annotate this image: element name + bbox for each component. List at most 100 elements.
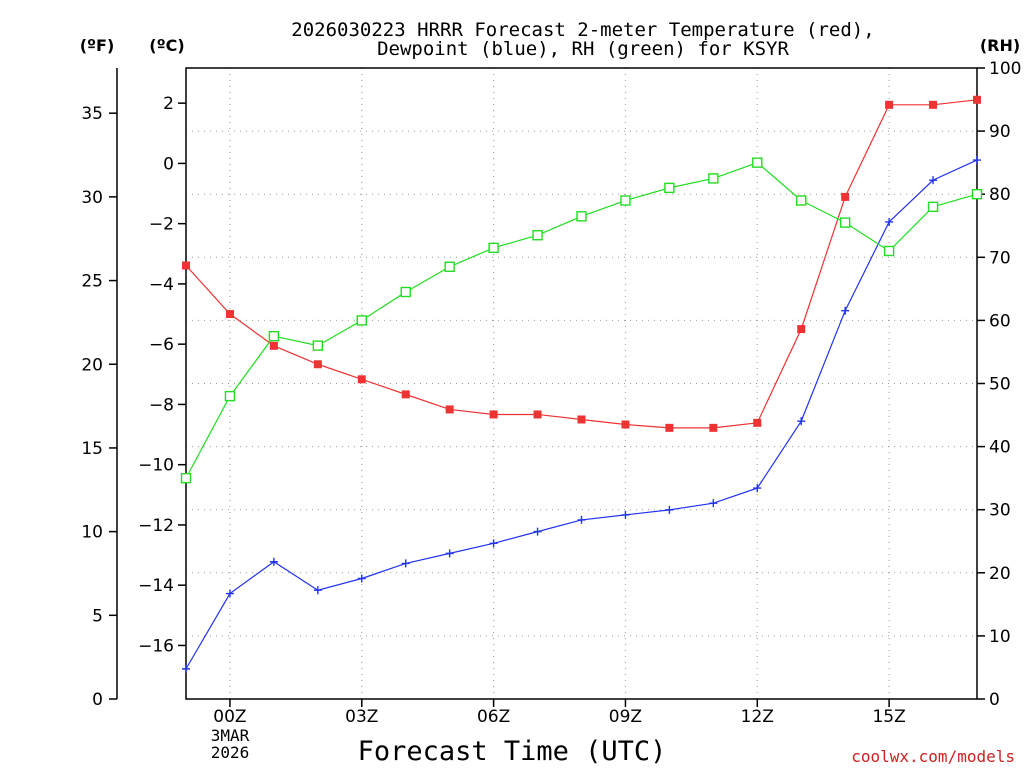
temperature-point (709, 423, 718, 432)
celsius-tick-label: −10 (138, 456, 174, 476)
dewpoint-point (489, 539, 498, 548)
dewpoint-point (269, 557, 278, 566)
celsius-tick-label: −8 (149, 395, 174, 415)
temperature-point (313, 360, 322, 369)
temperature-point (841, 192, 850, 201)
celsius-tick-label: 0 (163, 154, 174, 174)
plot-frame (185, 67, 978, 700)
dewpoint-point (797, 417, 806, 426)
rh-point (400, 286, 411, 298)
rh-tick-label: 20 (989, 564, 1011, 584)
x-tick-label: 12Z (741, 707, 774, 727)
rh-tick-label: 0 (989, 690, 1000, 710)
dewpoint-point (357, 574, 366, 583)
rh-point (883, 245, 895, 257)
dewpoint-point (445, 549, 454, 558)
fahrenheit-tick-label: 30 (81, 188, 103, 208)
rh-axis-unit: (RH) (980, 36, 1020, 55)
x-date-label-day: 3MAR (211, 726, 250, 745)
fahrenheit-tick-label: 10 (81, 523, 103, 543)
dewpoint-point (401, 559, 410, 568)
temperature-point (929, 100, 938, 109)
rh-point (796, 195, 807, 206)
grid-layer (186, 68, 977, 699)
dewpoint-point (709, 499, 718, 508)
dewpoint-point (577, 515, 586, 524)
dewpoint-point (841, 306, 850, 315)
temperature-point (533, 410, 542, 419)
dewpoint-point (665, 505, 674, 514)
fahrenheit-tick-label: 15 (81, 439, 103, 459)
temperature-point (665, 423, 674, 432)
dewpoint-point (533, 527, 542, 536)
rh-point (664, 182, 675, 194)
rh-tick-label: 60 (989, 311, 1011, 331)
x-date-label-year: 2026 (211, 743, 250, 762)
temperature-point (182, 261, 190, 270)
series-layer (180, 95, 983, 673)
fahrenheit-tick-label: 35 (81, 104, 103, 124)
dewpoint-point (973, 156, 981, 165)
rh-point (532, 230, 543, 241)
rh-point (180, 472, 192, 484)
x-tick-label: 06Z (477, 707, 510, 727)
fahrenheit-tick-label: 5 (92, 606, 103, 626)
fahrenheit-axis-unit: (ºF) (80, 36, 115, 55)
temperature-point (753, 418, 762, 427)
dewpoint-point (753, 484, 762, 493)
dewpoint-point (225, 589, 234, 598)
temperature-point (885, 100, 894, 109)
temperature-point (357, 375, 366, 384)
rh-point (224, 390, 236, 402)
celsius-tick-label: −4 (149, 275, 174, 295)
x-tick-label: 03Z (345, 707, 378, 727)
rh-point (927, 201, 939, 213)
rh-tick-label: 30 (989, 501, 1011, 521)
dewpoint-point (182, 664, 190, 673)
axes-layer: 00Z 03Z 06Z 09Z 12Z 15Z0102030405060708090100… (81, 59, 1021, 727)
temperature-point (445, 405, 454, 414)
rh-point (971, 188, 983, 200)
rh-tick-label: 50 (989, 375, 1011, 395)
dewpoint-line (185, 159, 978, 670)
chart-title-line-1: 2026030223 HRRR Forecast 2-meter Tempera… (291, 19, 874, 41)
rh-tick-label: 40 (989, 438, 1011, 458)
rh-point (752, 157, 763, 168)
rh-tick-label: 80 (989, 185, 1011, 205)
rh-tick-label: 70 (989, 248, 1011, 268)
celsius-axis-unit: (ºC) (149, 36, 184, 55)
fahrenheit-tick-label: 20 (81, 355, 103, 375)
celsius-tick-label: −14 (138, 576, 174, 596)
rh-tick-label: 10 (989, 627, 1011, 647)
fahrenheit-tick-label: 25 (81, 272, 103, 292)
x-axis-title: Forecast Time (UTC) (358, 736, 667, 767)
fahrenheit-tick-label: 0 (92, 690, 103, 710)
temperature-point (225, 310, 234, 319)
rh-point (620, 195, 631, 206)
temperature-point (797, 325, 806, 334)
temperature-point (973, 95, 981, 104)
temperature-point (401, 390, 410, 399)
rh-tick-label: 100 (989, 59, 1021, 79)
temperature-line (185, 99, 978, 429)
celsius-tick-label: −12 (138, 516, 174, 536)
celsius-tick-label: −2 (149, 215, 174, 235)
rh-point (268, 330, 280, 342)
rh-point (444, 261, 455, 272)
rh-point (839, 217, 851, 228)
dewpoint-point (929, 176, 938, 185)
dewpoint-point (313, 586, 322, 595)
rh-point (356, 315, 367, 326)
temperature-point (621, 420, 630, 429)
rh-point (488, 242, 499, 254)
credit-text: coolwx.com/models (851, 747, 1015, 766)
rh-tick-label: 90 (989, 122, 1011, 142)
rh-point (708, 173, 719, 184)
x-tick-label: 00Z (213, 707, 246, 727)
celsius-tick-label: −6 (149, 335, 174, 355)
rh-point (576, 211, 587, 222)
dewpoint-point (885, 217, 894, 226)
x-tick-label: 15Z (872, 707, 905, 727)
chart-title-line-2: Dewpoint (blue), RH (green) for KSYR (377, 38, 789, 60)
